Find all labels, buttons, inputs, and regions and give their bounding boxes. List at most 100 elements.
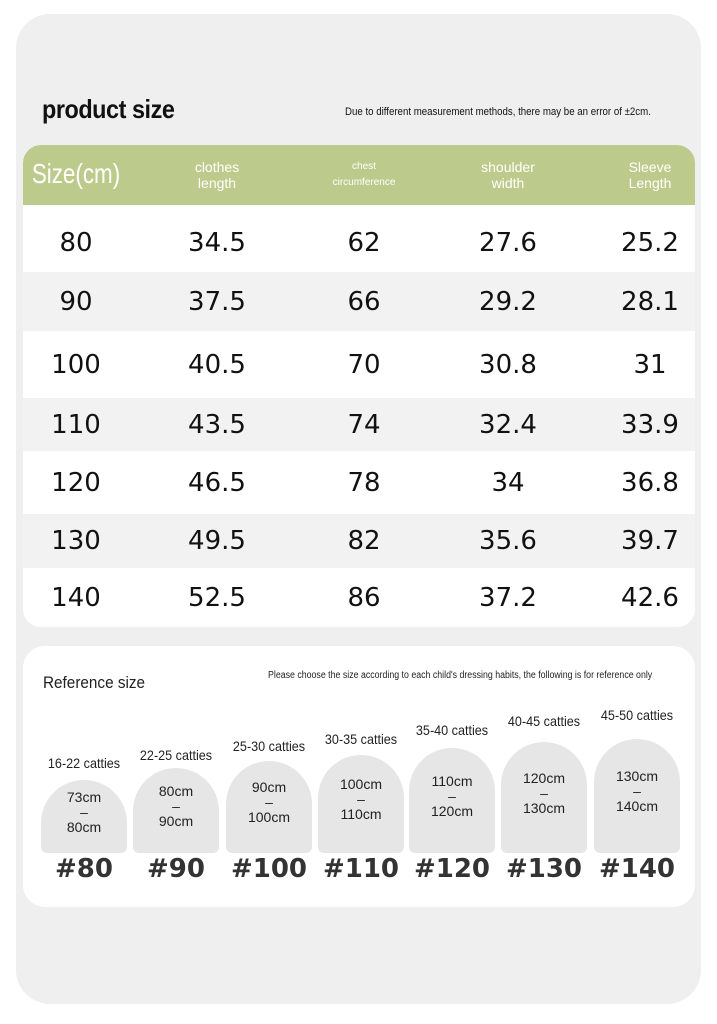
range-dash: – [540,784,548,801]
size-label: #120 [413,854,491,884]
size-label: #90 [147,854,205,884]
table-row: 130 49.5 82 35.6 39.7 [23,514,695,568]
table-cell: 66 [347,286,381,317]
size-arch [318,755,404,853]
table-cell: 37.5 [188,286,246,317]
table-row: 120 46.5 78 34 36.8 [23,451,695,514]
table-cell: 37.2 [479,583,537,613]
range-dash: – [448,787,456,804]
range-to: 80cm [66,818,102,835]
size-label: #140 [598,854,676,884]
table-cell: 100 [51,349,101,380]
range-dash: – [265,794,273,810]
table-row: 90 37.5 66 29.2 28.1 [23,272,695,331]
size-label: #80 [55,854,113,884]
table-cell: 46.5 [188,467,246,498]
column-header: clothes [194,159,240,175]
table-cell: 62 [347,228,381,258]
table-cell: 43.5 [188,409,246,440]
table-cell: 74 [347,409,381,440]
table-cell: 110 [51,409,101,440]
table-cell: 130 [51,526,101,556]
table-cell: 40.5 [188,349,246,380]
table-cell: 27.6 [479,228,537,258]
table-cell: 39.7 [621,526,679,556]
column-header: width [491,175,525,191]
header-main: Size(cm) [31,158,121,189]
size-arch [409,748,495,853]
range-from: 80cm [158,782,194,799]
catties-label: 30-35 catties [324,731,398,747]
range-from: 90cm [251,779,287,795]
table-cell: 25.2 [621,228,679,258]
table-cell: 120 [51,467,101,498]
table-row: 110 43.5 74 32.4 33.9 [23,398,695,451]
table-cell: 52.5 [188,583,246,613]
catties-label: 45-50 catties [600,707,674,723]
size-arch [226,761,312,853]
range-to: 120cm [430,802,474,819]
size-label: #110 [322,854,400,884]
range-dash: – [80,803,88,820]
column-header: chest [352,161,376,172]
table-cell: 30.8 [479,349,537,380]
reference-title: Reference size [43,673,146,692]
reference-card: Reference size Please choose the size ac… [23,646,695,907]
catties-label: 35-40 catties [415,722,489,738]
range-from: 130cm [615,768,659,784]
range-to: 110cm [340,806,382,822]
range-from: 110cm [431,772,473,789]
catties-label: 22-25 catties [139,747,213,763]
table-row: 100 40.5 70 30.8 31 [23,331,695,398]
size-arch [41,780,127,853]
table-cell: 140 [51,583,101,613]
range-dash: – [633,783,641,799]
reference-note: Please choose the size according to each… [268,670,653,681]
table-cell: 35.6 [479,526,537,556]
table-cell: 29.2 [479,286,537,317]
note: Due to different measurement methods, th… [345,106,651,118]
catties-label: 25-30 catties [232,738,306,754]
range-dash: – [172,797,180,814]
size-arch [501,742,587,853]
table-cell: 32.4 [479,409,537,440]
table-cell: 82 [347,526,381,556]
column-header: length [197,175,237,191]
size-label: #130 [505,854,583,884]
catties-label: 16-22 catties [47,755,121,771]
table-cell: 86 [347,583,381,613]
range-to: 140cm [615,798,659,814]
catties-label: 40-45 catties [507,713,581,729]
table-cell: 33.9 [621,409,679,440]
size-arch [133,768,219,853]
table-cell: 28.1 [621,286,679,317]
table-header: Size(cm) clothes length chest circumference s… [23,145,695,205]
column-header: shoulder [481,159,535,175]
column-header: Length [628,175,672,191]
range-from: 73cm [66,788,102,805]
table-cell: 42.6 [621,583,679,613]
table-cell: 34 [491,467,525,498]
table-cell: 78 [347,467,381,498]
table-cell: 31 [633,349,667,380]
size-table: Size(cm) clothes length chest circumference s… [23,145,695,627]
range-to: 130cm [522,799,566,816]
table-cell: 70 [347,349,381,380]
size-label: #100 [230,854,308,884]
range-dash: – [357,791,365,807]
range-to: 100cm [247,809,291,825]
range-to: 90cm [158,812,194,829]
table-row: 80 34.5 62 27.6 25.2 [23,205,695,272]
range-from: 100cm [339,776,383,792]
table-cell: 80 [59,228,93,258]
column-header: circumference [332,177,396,188]
table-cell: 34.5 [188,228,246,258]
table-cell: 49.5 [188,526,246,556]
table-cell: 36.8 [621,467,679,498]
title: product size [42,94,175,124]
size-arch [594,739,680,853]
table-row: 140 52.5 86 37.2 42.6 [23,568,695,627]
range-from: 120cm [522,769,566,786]
table-cell: 90 [59,286,93,317]
